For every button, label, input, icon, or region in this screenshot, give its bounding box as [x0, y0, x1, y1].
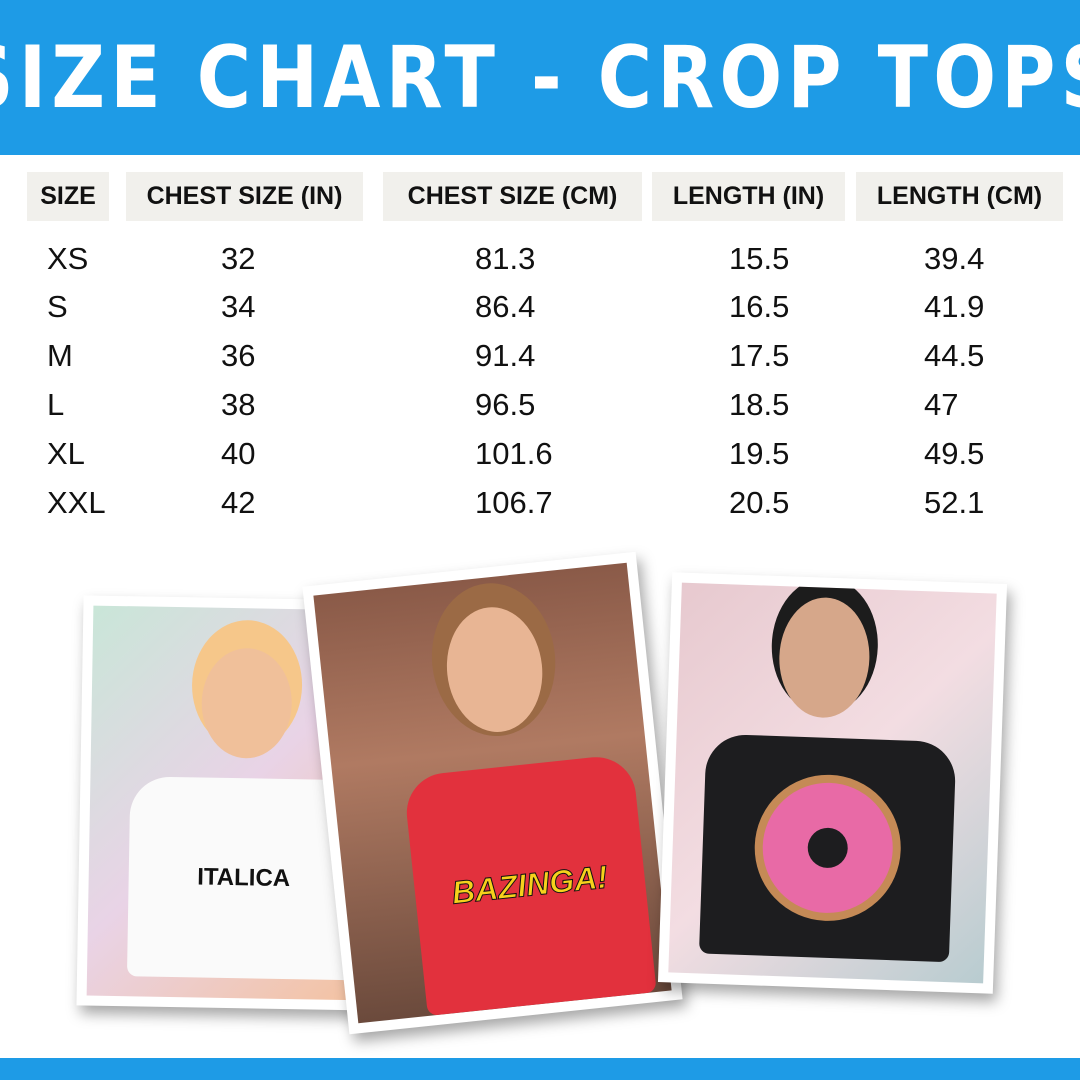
model-photo-red-top: BAZINGA! [302, 551, 683, 1035]
table-cell: 47 [924, 387, 959, 422]
table-cell: M [47, 338, 73, 373]
table-cell: 16.5 [729, 289, 790, 324]
table-cell: 17.5 [729, 338, 790, 373]
table-cell: 86.4 [475, 289, 536, 324]
column-header: SIZE [27, 172, 109, 221]
table-cell: XL [47, 436, 85, 471]
table-cell: 38 [221, 387, 256, 422]
table-cell: L [47, 387, 65, 422]
table-cell: 42 [221, 485, 256, 520]
table-cell: 44.5 [924, 338, 985, 373]
table-cell: 19.5 [729, 436, 790, 471]
table-cell: 15.5 [729, 241, 790, 276]
table-cell: 101.6 [475, 436, 553, 471]
page-title: SIZE CHART - CROP TOPS [0, 27, 1080, 128]
table-cell: 96.5 [475, 387, 536, 422]
table-cell: XXL [47, 485, 106, 520]
donut-graphic [752, 772, 904, 924]
table-cell: 41.9 [924, 289, 985, 324]
column-header: CHEST SIZE (CM) [383, 172, 642, 221]
table-cell: S [47, 289, 68, 324]
table-cell: 20.5 [729, 485, 790, 520]
table-cell: 81.3 [475, 241, 536, 276]
column-header: LENGTH (IN) [652, 172, 845, 221]
table-cell: 40 [221, 436, 256, 471]
table-cell: 49.5 [924, 436, 985, 471]
shirt-print: BAZINGA! [402, 753, 657, 1016]
table-cell: 106.7 [475, 485, 553, 520]
column-header: CHEST SIZE (IN) [126, 172, 363, 221]
table-cell: 36 [221, 338, 256, 373]
table-cell: 39.4 [924, 241, 985, 276]
table-cell: 91.4 [475, 338, 536, 373]
model-photo-black-top [657, 572, 1008, 994]
title-banner: SIZE CHART - CROP TOPS [0, 0, 1080, 155]
table-cell: XS [47, 241, 89, 276]
table-cell: 32 [221, 241, 256, 276]
column-header: LENGTH (CM) [856, 172, 1063, 221]
table-cell: 18.5 [729, 387, 790, 422]
table-cell: 34 [221, 289, 256, 324]
footer-bar [0, 1058, 1080, 1080]
table-cell: 52.1 [924, 485, 985, 520]
shirt [698, 733, 957, 963]
